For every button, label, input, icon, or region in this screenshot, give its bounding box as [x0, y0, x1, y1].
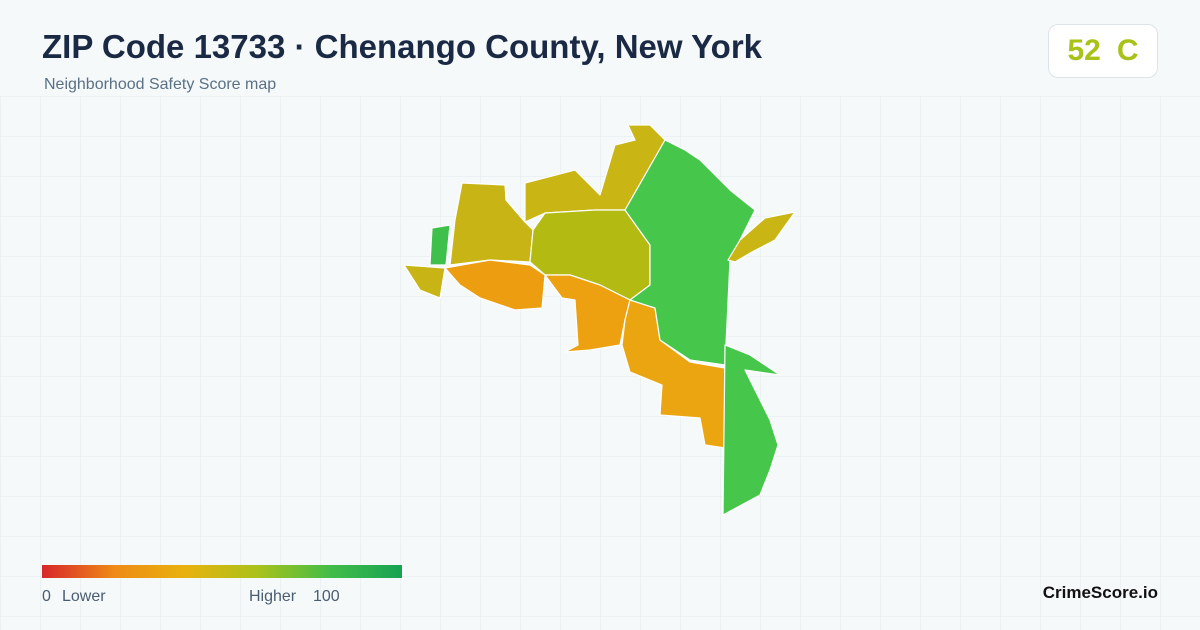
- legend-high-label: Higher: [249, 588, 297, 605]
- subtitle: Neighborhood Safety Score map: [44, 76, 277, 93]
- legend-gradient: [42, 565, 402, 578]
- region: [722, 344, 781, 516]
- region: [429, 224, 451, 266]
- legend-max: 100: [313, 588, 340, 605]
- legend-low-label: Lower: [62, 588, 106, 605]
- region: [403, 264, 446, 299]
- grade: C: [1116, 34, 1139, 67]
- brand: CrimeScore.io: [1042, 583, 1158, 602]
- title: ZIP Code 13733 · Chenango County, New Yo…: [42, 28, 763, 65]
- legend-min: 0: [42, 588, 51, 605]
- map-grid: [0, 96, 1200, 630]
- score: 52: [1067, 34, 1101, 67]
- region: [624, 139, 756, 366]
- score-badge: 52 C: [1048, 24, 1158, 78]
- region: [544, 274, 631, 353]
- region: [727, 211, 796, 263]
- region: [444, 259, 546, 311]
